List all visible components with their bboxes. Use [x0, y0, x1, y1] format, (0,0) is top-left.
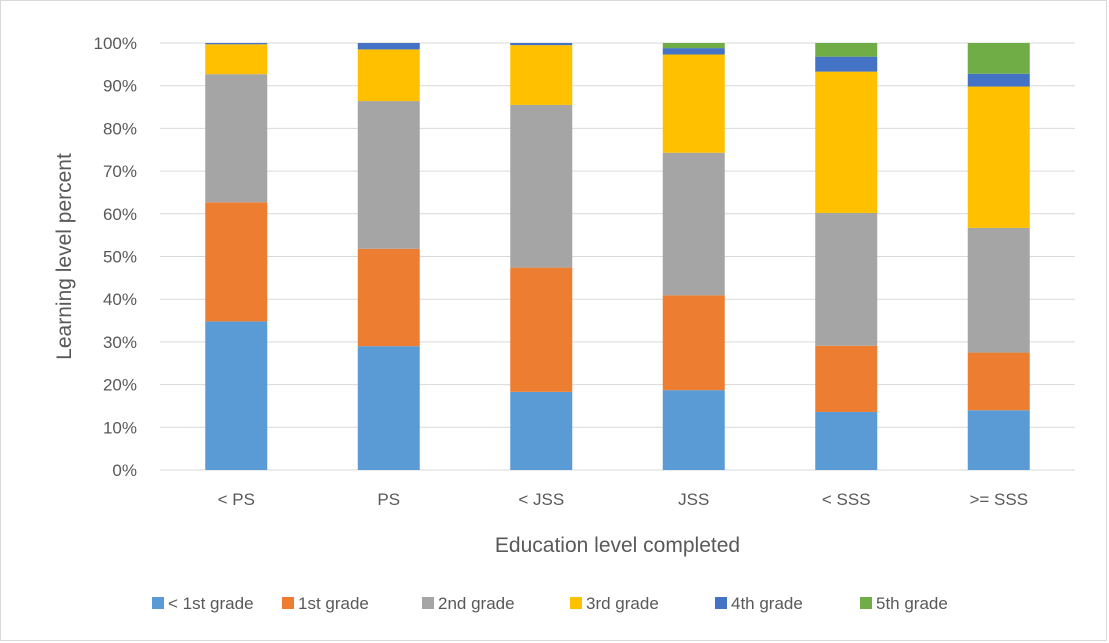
bar-segment [815, 71, 878, 213]
x-tick-label: PS [377, 490, 400, 509]
bar-segment [967, 227, 1030, 353]
x-tick-label: < JSS [518, 490, 564, 509]
bar-segment [510, 43, 573, 46]
legend-label: 5th grade [876, 594, 948, 613]
legend: < 1st grade 1st grade 2nd grade 3rd grade 4t… [152, 594, 948, 613]
bar-segment [205, 202, 268, 322]
bar-segment [357, 49, 420, 102]
y-tick-label: 30% [103, 333, 137, 352]
y-tick-label: 70% [103, 162, 137, 181]
bar-segment [967, 410, 1030, 470]
legend-swatch [422, 597, 434, 609]
bar-segment [967, 43, 1030, 74]
legend-swatch [152, 597, 164, 609]
y-tick-label: 20% [103, 376, 137, 395]
bar-segment [662, 295, 725, 391]
bar-segment [815, 56, 878, 72]
bar-segment [357, 346, 420, 470]
bar-segment [815, 43, 878, 57]
bar-segment [967, 73, 1030, 87]
x-tick-label: >= SSS [969, 490, 1028, 509]
legend-label: 2nd grade [438, 594, 515, 613]
bar-segment [815, 345, 878, 412]
bar-segment [510, 104, 573, 268]
y-tick-label: 90% [103, 77, 137, 96]
bar-segment [510, 391, 573, 470]
bar-segment [967, 352, 1030, 411]
legend-swatch [860, 597, 872, 609]
bar-stacks [205, 43, 1030, 470]
legend-label: 4th grade [731, 594, 803, 613]
bar-segment [357, 248, 420, 347]
x-tick-label: < SSS [822, 490, 871, 509]
y-tick-label: 60% [103, 205, 137, 224]
x-axis-title: Education level completed [495, 534, 740, 557]
legend-swatch [715, 597, 727, 609]
y-tick-label: 40% [103, 290, 137, 309]
bar-segment [510, 267, 573, 392]
bar-segment [205, 74, 268, 203]
y-tick-label: 0% [112, 461, 137, 480]
bar-segment [815, 212, 878, 346]
bar-segment [205, 44, 268, 75]
bar-segment [205, 321, 268, 470]
x-tick-label: < PS [218, 490, 255, 509]
bar-segment [662, 152, 725, 296]
bar-segment [662, 43, 725, 49]
y-axis-title: Learning level percent [53, 153, 76, 360]
bar-segment [357, 43, 420, 50]
bar-segment [357, 101, 420, 249]
bar-segment [815, 411, 878, 470]
legend-label: < 1st grade [168, 594, 254, 613]
bar-segment [662, 48, 725, 55]
bar-segment [662, 390, 725, 470]
legend-label: 3rd grade [586, 594, 659, 613]
legend-swatch [570, 597, 582, 609]
bar-segment [205, 43, 268, 45]
legend-swatch [282, 597, 294, 609]
gridlines [160, 42, 1075, 471]
x-axis-tick-labels: < PS PS < JSS JSS < SSS >= SSS [218, 490, 1028, 509]
y-tick-label: 100% [94, 34, 137, 53]
bar-segment [510, 45, 573, 105]
bar-segment [662, 54, 725, 153]
bar-segment [967, 86, 1030, 228]
y-axis-tick-labels: 0% 10% 20% 30% 40% 50% 60% 70% 80% 90% 100% [94, 34, 137, 480]
y-tick-label: 50% [103, 248, 137, 267]
y-tick-label: 10% [103, 418, 137, 437]
legend-label: 1st grade [298, 594, 369, 613]
y-tick-label: 80% [103, 119, 137, 138]
x-tick-label: JSS [678, 490, 709, 509]
